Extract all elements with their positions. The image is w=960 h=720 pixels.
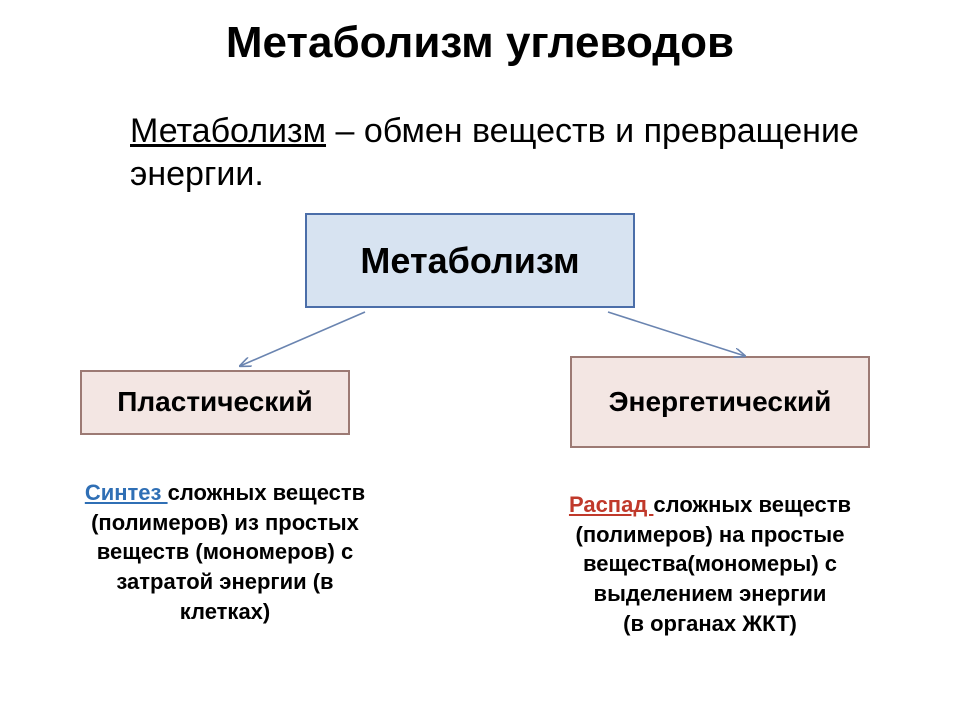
definition-term: Метаболизм — [130, 112, 326, 150]
desc-energetic: Распад сложных веществ (полимеров) на пр… — [540, 490, 880, 638]
node-energetic-label: Энергетический — [609, 386, 832, 418]
definition-text: Метаболизм – обмен веществ и превращение… — [130, 110, 870, 195]
page-title: Метаболизм углеводов — [0, 18, 960, 68]
node-metabolism-label: Метаболизм — [360, 240, 579, 281]
arrow-left — [240, 312, 365, 366]
desc-plastic: Синтез сложных веществ (полимеров) из пр… — [70, 478, 380, 626]
node-plastic-label: Пластический — [117, 386, 312, 418]
node-plastic: Пластический — [80, 370, 350, 435]
desc-energetic-keyword: Распад — [569, 492, 653, 517]
arrow-right — [608, 312, 745, 356]
node-metabolism: Метаболизм — [305, 213, 635, 308]
node-energetic: Энергетический — [570, 356, 870, 448]
desc-energetic-tail: (в органах ЖКТ) — [623, 611, 797, 636]
desc-plastic-keyword: Синтез — [85, 480, 168, 505]
